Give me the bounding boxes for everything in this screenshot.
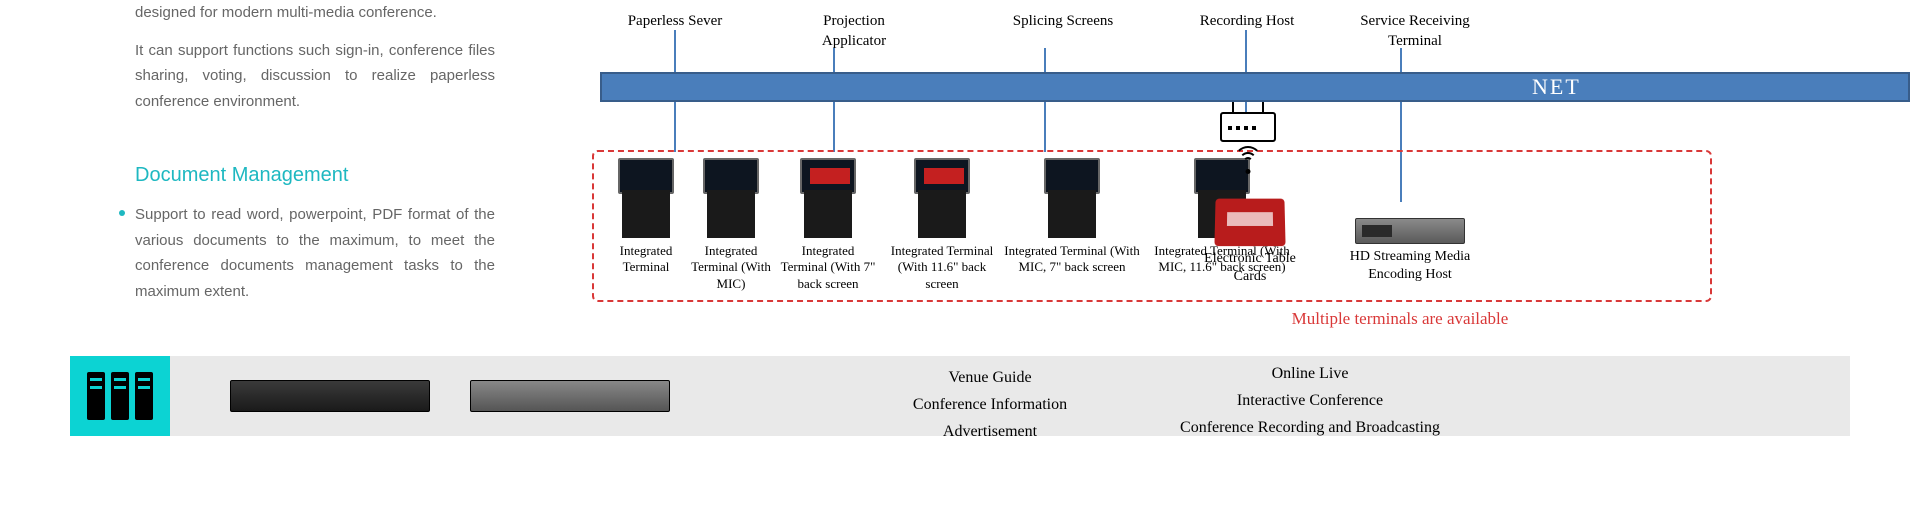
terminal-item: Integrated Terminal (With MIC, 7" back s…	[1002, 158, 1142, 276]
terminal-icon	[696, 158, 766, 238]
terminal-label: Integrated Terminal (With MIC)	[686, 243, 776, 292]
hd-streaming-host: HD Streaming Media Encoding Host	[1340, 198, 1480, 284]
label-service-terminal: Service Receiving Terminal	[1340, 12, 1490, 51]
hd-streaming-label: HD Streaming Media Encoding Host	[1340, 248, 1480, 284]
router-device	[1218, 112, 1278, 142]
terminal-label: Integrated Terminal	[606, 243, 686, 276]
connector-line	[1044, 48, 1046, 72]
terminal-icon	[611, 158, 681, 238]
label-projection: Projection Applicator	[794, 12, 914, 51]
connector-line	[1044, 102, 1046, 152]
net-bus-bar: NET	[600, 72, 1910, 102]
terminal-icon	[907, 158, 977, 238]
footer-col-2: Online Live Interactive Conference Confe…	[1140, 360, 1480, 442]
connector-line	[674, 102, 676, 152]
doc-mgmt-title: Document Management	[135, 164, 495, 187]
terminal-label: Integrated Terminal (With 7" back screen	[778, 243, 878, 292]
router-icon	[1220, 112, 1276, 142]
terminal-icon	[1037, 158, 1107, 238]
terminal-item: Integrated Terminal (With 7" back screen	[778, 158, 878, 292]
wifi-icon	[1234, 152, 1262, 174]
rack-device-2	[470, 380, 670, 412]
bullet-text: Support to read word, powerpoint, PDF fo…	[135, 202, 495, 304]
bullet-dot-icon	[119, 210, 125, 216]
multiple-terminals-note: Multiple terminals are available	[1290, 308, 1510, 330]
electronic-table-cards: Electronic Table Cards	[1190, 198, 1310, 286]
connector-line	[1245, 30, 1247, 72]
intro-line-1: designed for modern multi-media conferen…	[135, 0, 495, 26]
footer-venue-guide: Venue Guide	[860, 364, 1120, 391]
label-paperless-server: Paperless Sever	[610, 12, 740, 32]
connector-line	[833, 48, 835, 72]
footer-interactive: Interactive Conference	[1140, 387, 1480, 414]
network-diagram: Paperless Sever Projection Applicator Sp…	[530, 0, 1920, 355]
terminal-label: Integrated Terminal (With MIC, 7" back s…	[1002, 243, 1142, 276]
connector-line	[833, 102, 835, 152]
server-cluster-icon	[70, 356, 170, 436]
intro-line-2: It can support functions such sign-in, c…	[135, 38, 495, 115]
footer-recording: Conference Recording and Broadcasting	[1140, 414, 1480, 441]
tablecard-icon	[1214, 199, 1285, 247]
footer-col-1: Venue Guide Conference Information Adver…	[860, 364, 1120, 446]
terminal-icon	[793, 158, 863, 238]
terminal-item: Integrated Terminal (With 11.6" back scr…	[882, 158, 1002, 292]
footer-conf-info: Conference Information	[860, 391, 1120, 418]
terminal-item: Integrated Terminal (With MIC)	[686, 158, 776, 292]
wifi-signal	[1228, 152, 1268, 174]
footer-strip: Venue Guide Conference Information Adver…	[70, 356, 1850, 436]
encoder-icon	[1355, 218, 1465, 244]
label-recording: Recording Host	[1182, 12, 1312, 32]
connector-line	[674, 30, 676, 72]
label-splicing: Splicing Screens	[1008, 12, 1118, 32]
footer-advertisement: Advertisement	[860, 418, 1120, 445]
bullet-item: Support to read word, powerpoint, PDF fo…	[135, 202, 495, 304]
footer-online-live: Online Live	[1140, 360, 1480, 387]
net-label: NET	[1532, 74, 1581, 100]
left-text-column: designed for modern multi-media conferen…	[135, 0, 495, 304]
terminal-item: Integrated Terminal	[606, 158, 686, 276]
electronic-cards-label: Electronic Table Cards	[1190, 250, 1310, 286]
rack-device-1	[230, 380, 430, 412]
terminal-label: Integrated Terminal (With 11.6" back scr…	[882, 243, 1002, 292]
connector-line	[1400, 48, 1402, 72]
